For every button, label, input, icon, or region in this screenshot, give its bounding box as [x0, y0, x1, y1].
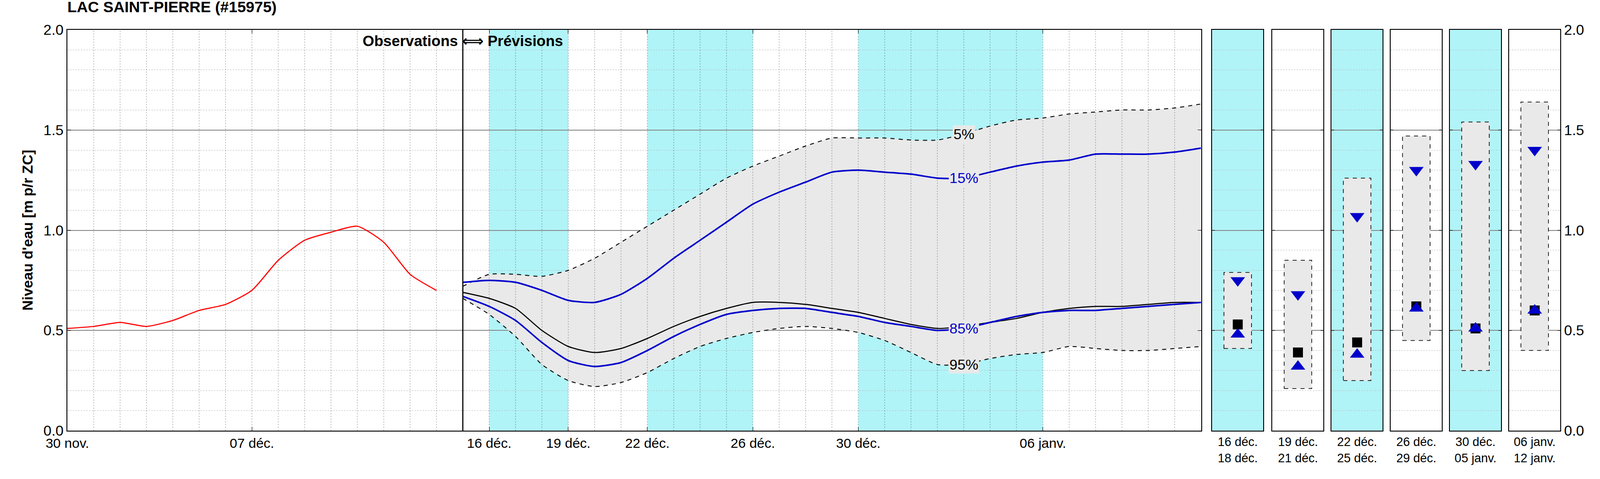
- svg-text:1.0: 1.0: [43, 222, 64, 239]
- svg-text:16 déc.: 16 déc.: [467, 435, 512, 451]
- svg-text:06 janv.12 janv.: 06 janv.12 janv.: [1513, 435, 1556, 465]
- svg-text:22 déc.25 déc.: 22 déc.25 déc.: [1337, 435, 1378, 465]
- svg-text:0.0: 0.0: [43, 422, 64, 439]
- svg-text:1.0: 1.0: [1563, 222, 1584, 239]
- svg-text:0.5: 0.5: [43, 322, 64, 339]
- svg-text:07 déc.: 07 déc.: [229, 435, 274, 451]
- svg-text:30 déc.: 30 déc.: [835, 435, 881, 451]
- svg-text:2.0: 2.0: [1563, 21, 1584, 38]
- svg-text:1.5: 1.5: [1563, 122, 1584, 139]
- svg-text:85%: 85%: [949, 320, 979, 337]
- svg-text:22 déc.: 22 déc.: [625, 435, 670, 451]
- svg-text:16 déc.18 déc.: 16 déc.18 déc.: [1217, 435, 1258, 465]
- svg-text:30 nov.: 30 nov.: [45, 435, 90, 451]
- svg-text:19 déc.21 déc.: 19 déc.21 déc.: [1278, 435, 1319, 465]
- svg-text:Observations ⟺ Prévisions: Observations ⟺ Prévisions: [362, 32, 563, 50]
- svg-text:0.0: 0.0: [1563, 422, 1584, 439]
- svg-text:19 déc.: 19 déc.: [546, 435, 591, 451]
- svg-text:06 janv.: 06 janv.: [1019, 435, 1067, 451]
- svg-text:15%: 15%: [949, 169, 979, 187]
- svg-text:95%: 95%: [949, 356, 979, 373]
- svg-text:1.5: 1.5: [43, 122, 64, 139]
- svg-text:5%: 5%: [953, 126, 975, 143]
- svg-text:26 déc.: 26 déc.: [730, 435, 775, 451]
- svg-text:2.0: 2.0: [43, 21, 64, 38]
- svg-text:26 déc.29 déc.: 26 déc.29 déc.: [1396, 435, 1437, 465]
- svg-text:Niveau d'eau [m p/r ZC]: Niveau d'eau [m p/r ZC]: [19, 149, 36, 311]
- svg-text:LAC SAINT-PIERRE (#15975): LAC SAINT-PIERRE (#15975): [67, 0, 277, 16]
- svg-text:30 déc.05 janv.: 30 déc.05 janv.: [1454, 435, 1497, 465]
- svg-text:0.5: 0.5: [1563, 322, 1584, 339]
